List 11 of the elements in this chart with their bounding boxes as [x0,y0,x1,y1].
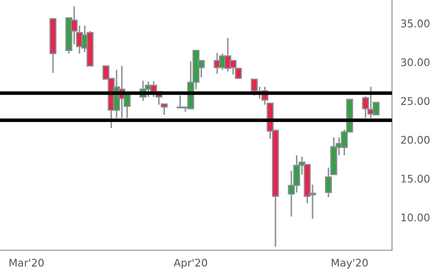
candlestick [250,78,258,96]
y-tick-label: 20.00 [401,136,430,144]
candlestick [176,94,184,109]
y-tick-label: 10.00 [401,214,430,222]
x-tick-label: Apr'20 [174,258,208,269]
x-tick-label: Mar'20 [10,258,44,267]
y-tick-label: 15.00 [401,174,430,183]
y-tick-label: 30.00 [401,58,430,66]
y-tick-label: 35.00 [401,20,430,28]
x-tick-label: May'20 [332,258,368,269]
y-tick-label: 25.00 [401,97,430,105]
